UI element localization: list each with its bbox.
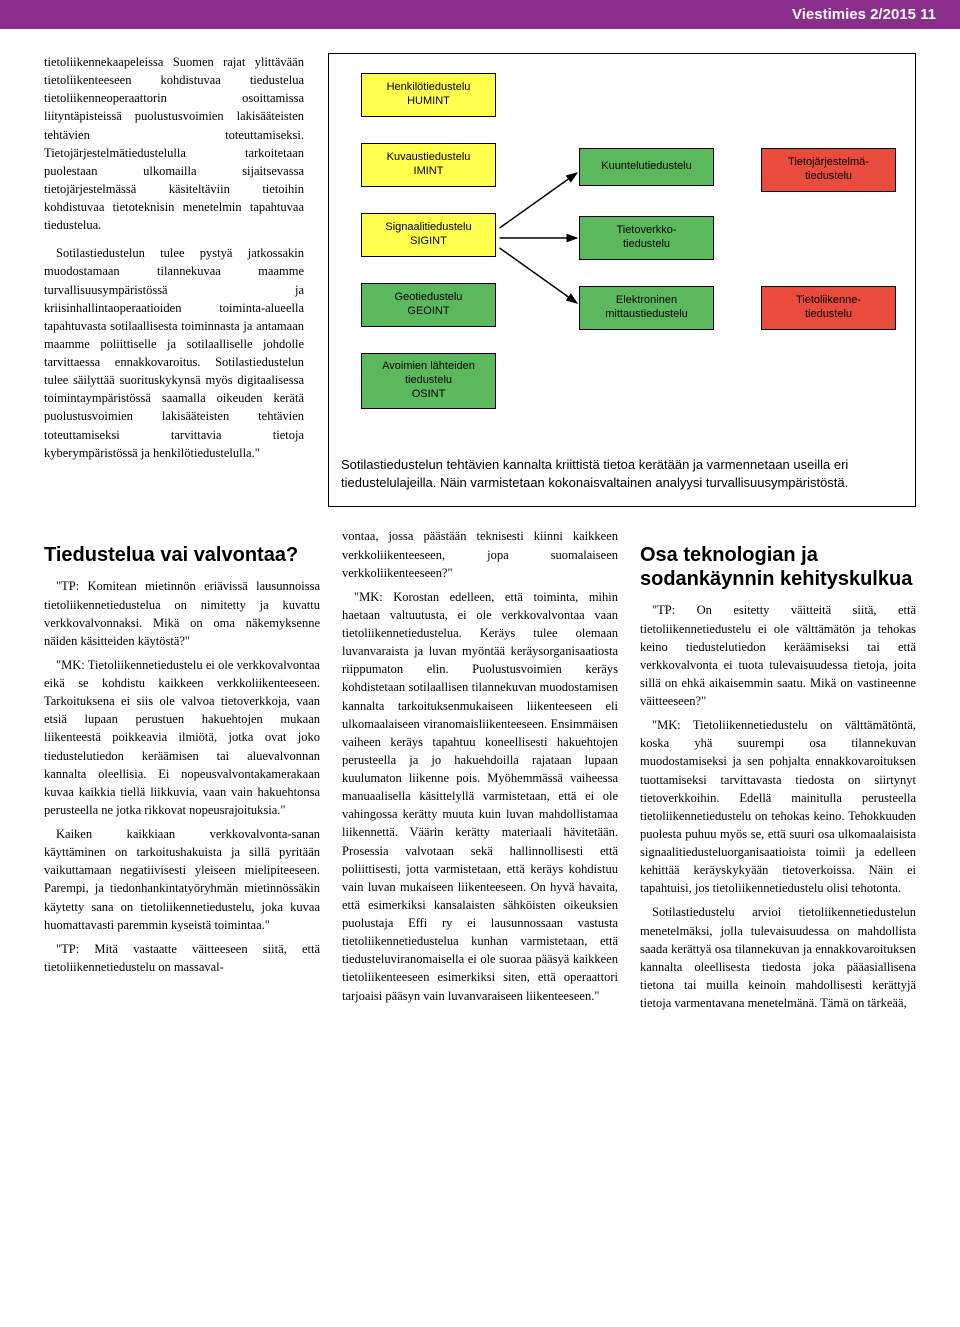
elektroninen-l2: mittaustiedustelu (605, 308, 688, 322)
sigint-l2: SIGINT (410, 235, 447, 249)
tietoverkko-l1: Tietoverkko- (616, 224, 676, 238)
top-section: tietoliikennekaapeleissa Suomen rajat yl… (44, 53, 916, 507)
imint-l2: IMINT (414, 165, 444, 179)
left-text-block: tietoliikennekaapeleissa Suomen rajat yl… (44, 53, 304, 507)
col1-p1: "TP: Komitean mietinnön eriävissä lausun… (44, 577, 320, 650)
col3-p2: "MK: Tietoliikennetiedustelu on välttämä… (640, 716, 916, 897)
tietojarj-l2: tiedustelu (805, 170, 852, 184)
imint-l1: Kuvaustiedustelu (387, 151, 471, 165)
tietoverkko-l2: tiedustelu (623, 238, 670, 252)
col1-p2: "MK: Tietoliikennetiedustelu ei ole verk… (44, 656, 320, 819)
humint-l1: Henkilötiedustelu (387, 81, 471, 95)
column-3: Osa teknologian ja sodankäynnin kehitysk… (640, 527, 916, 1012)
osint-l3: OSINT (412, 388, 446, 402)
content: tietoliikennekaapeleissa Suomen rajat yl… (0, 29, 960, 1036)
box-tietoliikenne: Tietoliikenne- tiedustelu (761, 286, 896, 330)
col3-p3: Sotilastiedustelu arvioi tietoliikenneti… (640, 903, 916, 1012)
col2-p1: vontaa, jossa päästään teknisesti kiinni… (342, 527, 618, 581)
box-sigint: Signaalitiedustelu SIGINT (361, 213, 496, 257)
osint-l1: Avoimien lähteiden (382, 360, 475, 374)
diagram-grid: Henkilötiedustelu HUMINT Kuvaustiedustel… (341, 68, 903, 448)
tietojarj-l1: Tietojärjestelmä- (788, 156, 869, 170)
header-bar: Viestimies 2/2015 11 (0, 0, 960, 29)
left-p2: Sotilastiedustelun tulee pystyä jatkossa… (44, 244, 304, 462)
kuuntelu-l1: Kuuntelutiedustelu (601, 160, 692, 174)
diagram-caption: Sotilastiedustelun tehtävien kannalta kr… (341, 456, 903, 492)
box-osint: Avoimien lähteiden tiedustelu OSINT (361, 353, 496, 409)
header-text: Viestimies 2/2015 11 (792, 6, 936, 23)
humint-l2: HUMINT (407, 95, 450, 109)
columns: Tiedustelua vai valvontaa? "TP: Komitean… (44, 527, 916, 1012)
col3-heading: Osa teknologian ja sodankäynnin kehitysk… (640, 543, 916, 591)
osint-l2: tiedustelu (405, 374, 452, 388)
tietoliikenne-l1: Tietoliikenne- (796, 294, 861, 308)
diagram-box: Henkilötiedustelu HUMINT Kuvaustiedustel… (328, 53, 916, 507)
geoint-l1: Geotiedustelu (395, 291, 463, 305)
col2-p2: "MK: Korostan edelleen, että toiminta, m… (342, 588, 618, 1005)
left-p1: tietoliikennekaapeleissa Suomen rajat yl… (44, 53, 304, 234)
box-geoint: Geotiedustelu GEOINT (361, 283, 496, 327)
column-2: vontaa, jossa päästään teknisesti kiinni… (342, 527, 618, 1012)
box-imint: Kuvaustiedustelu IMINT (361, 143, 496, 187)
box-tietojarj: Tietojärjestelmä- tiedustelu (761, 148, 896, 192)
sigint-l1: Signaalitiedustelu (385, 221, 471, 235)
col1-p3: Kaiken kaikkiaan verkkovalvonta-sanan kä… (44, 825, 320, 934)
box-elektroninen: Elektroninen mittaustiedustelu (579, 286, 714, 330)
tietoliikenne-l2: tiedustelu (805, 308, 852, 322)
col1-heading: Tiedustelua vai valvontaa? (44, 543, 320, 567)
col3-p1: "TP: On esitetty väitteitä siitä, että t… (640, 601, 916, 710)
geoint-l2: GEOINT (407, 305, 449, 319)
col1-p4: "TP: Mitä vastaatte väitteeseen siitä, e… (44, 940, 320, 976)
column-1: Tiedustelua vai valvontaa? "TP: Komitean… (44, 527, 320, 1012)
box-tietoverkko: Tietoverkko- tiedustelu (579, 216, 714, 260)
elektroninen-l1: Elektroninen (616, 294, 677, 308)
box-kuuntelu: Kuuntelutiedustelu (579, 148, 714, 186)
box-humint: Henkilötiedustelu HUMINT (361, 73, 496, 117)
page: Viestimies 2/2015 11 tietoliikennekaapel… (0, 0, 960, 1327)
